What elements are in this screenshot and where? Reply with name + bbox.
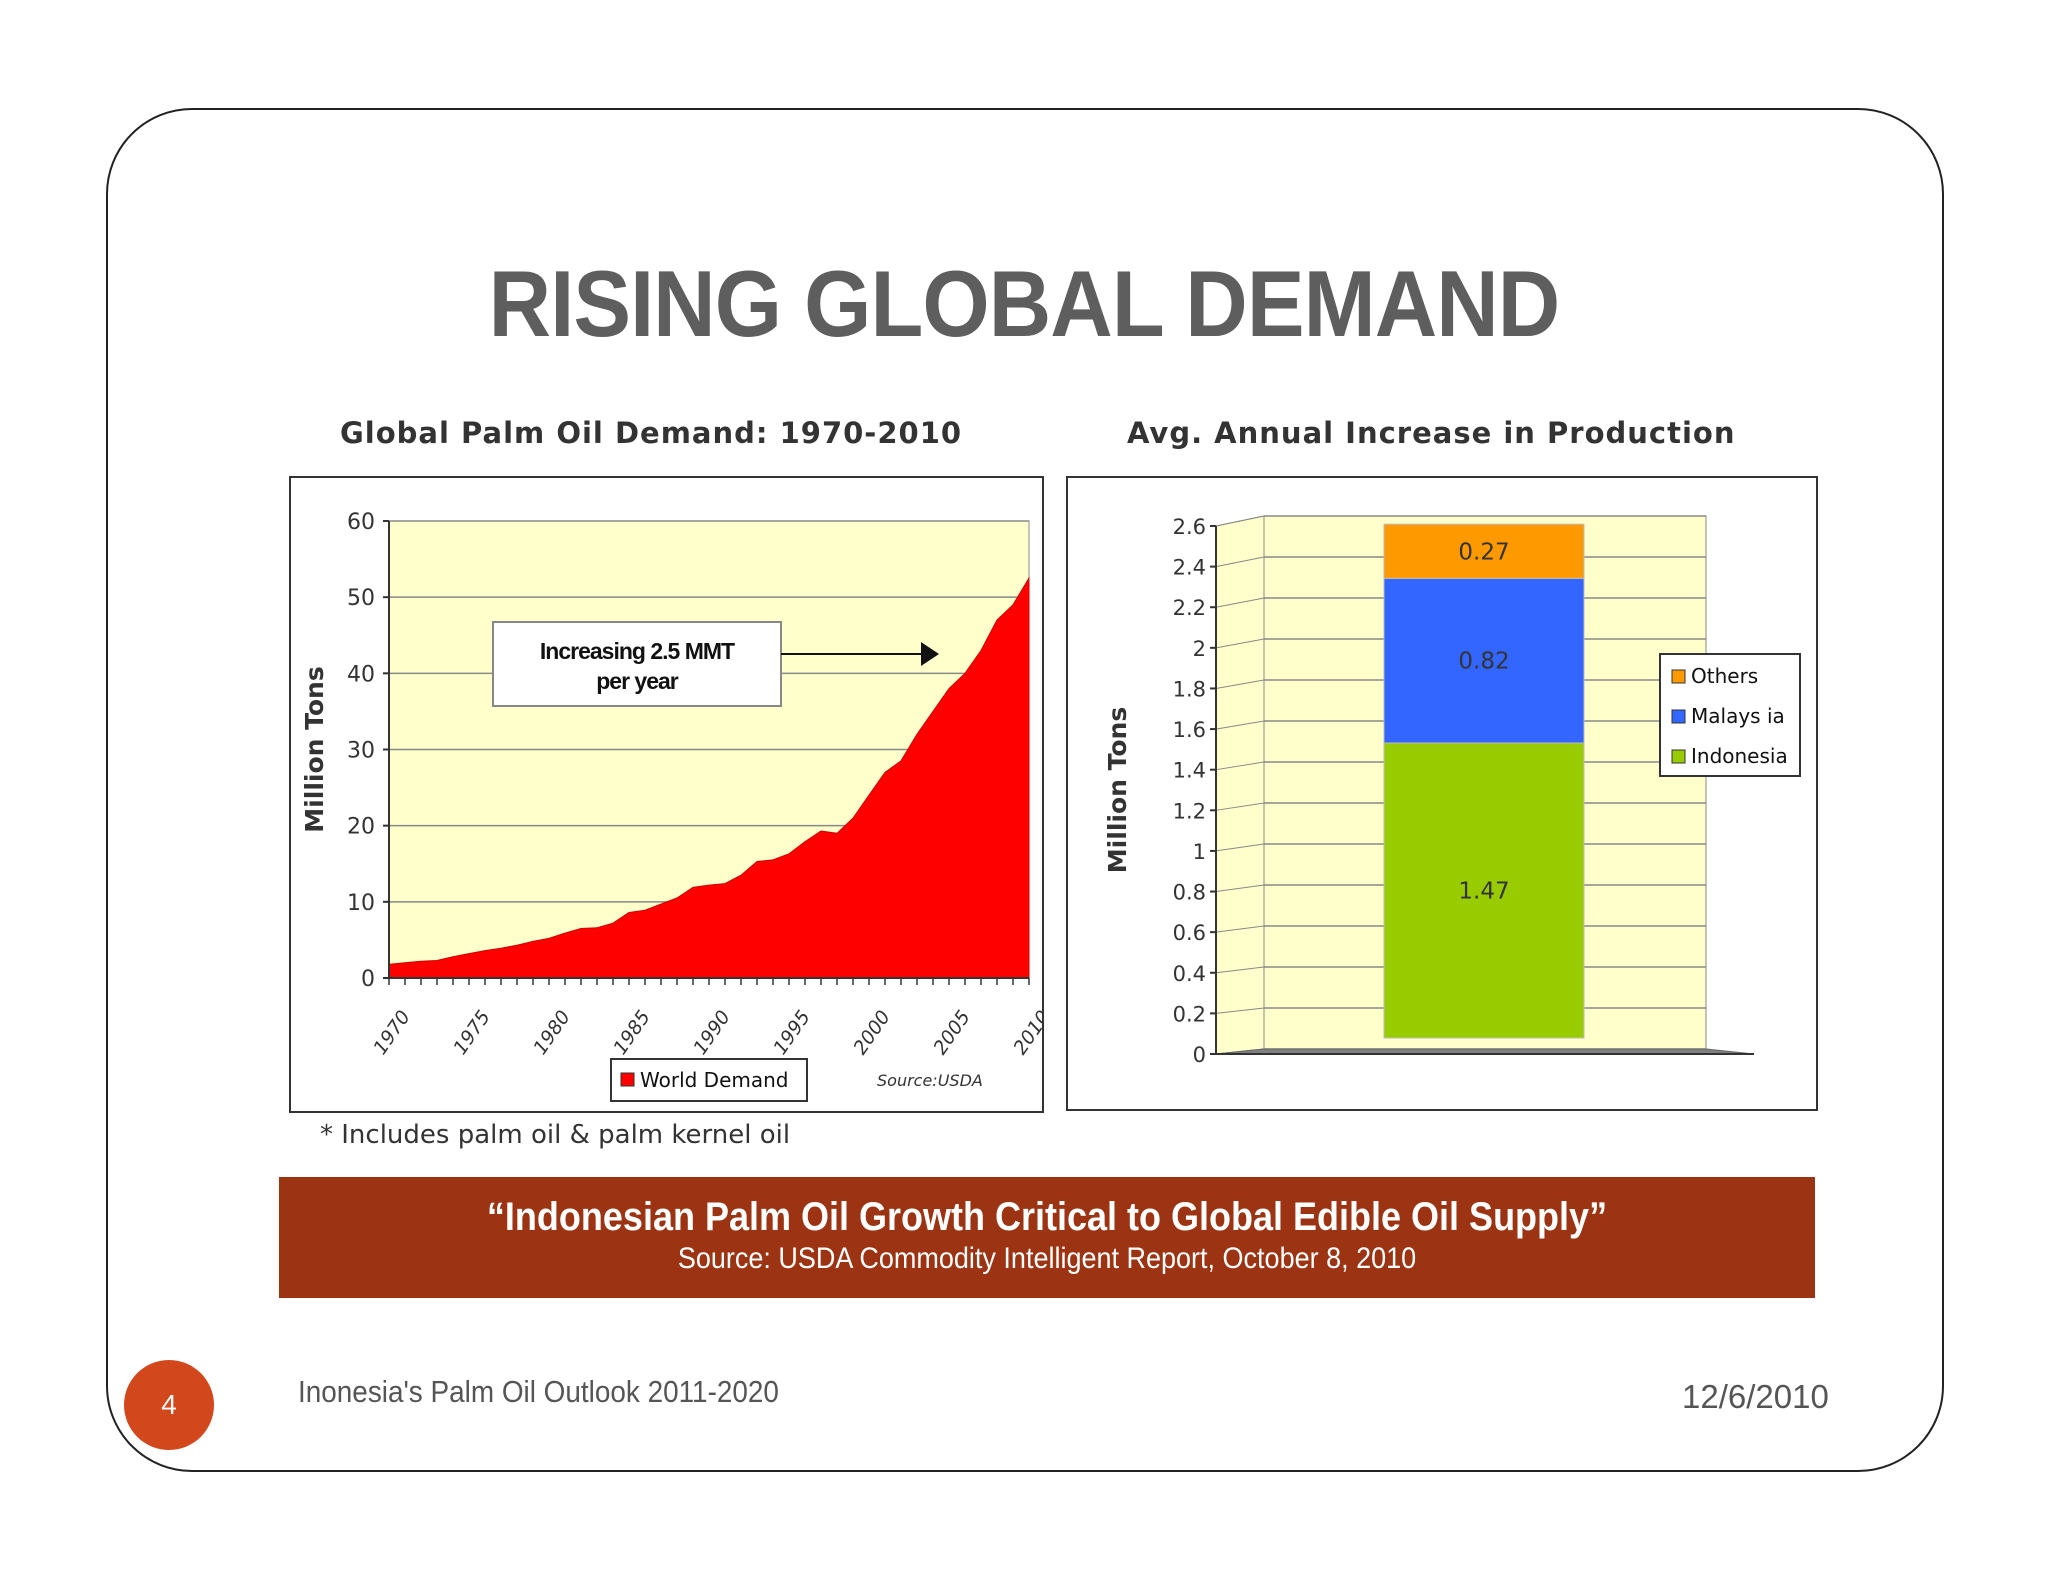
y-tick-label: 2.2 (1173, 596, 1206, 620)
footnote: * Includes palm oil & palm kernel oil (320, 1120, 791, 1150)
y-tick-label: 2.6 (1173, 515, 1206, 539)
side-gridline (1215, 884, 1265, 893)
legend-label-indonesia: Indonesia (1691, 744, 1788, 768)
side-wall (1215, 515, 1265, 1055)
banner-quote: “Indonesian Palm Oil Growth Critical to … (486, 1195, 1608, 1239)
y-tick-label: 0.4 (1173, 962, 1206, 986)
bar-segment-others (1383, 523, 1585, 579)
y-tick-label: 2.4 (1173, 556, 1206, 580)
side-gridline (1215, 679, 1265, 689)
y-tick-label: 60 (347, 510, 375, 535)
bar-segment-indonesia (1383, 742, 1585, 1039)
data-label-others: 0.27 (1458, 539, 1509, 565)
side-gridline (1215, 556, 1265, 568)
y-tick-label: 1.4 (1173, 759, 1206, 783)
side-gridline (1215, 638, 1265, 649)
annotation-box (492, 621, 782, 707)
side-gridline (1215, 843, 1265, 852)
legend-swatch-others (1671, 669, 1686, 684)
y-tick-label: 1.8 (1173, 677, 1206, 701)
legend-label-others: Others (1691, 664, 1758, 688)
y-tick-label: 30 (347, 739, 375, 764)
footer-presentation-title: Inonesia's Palm Oil Outlook 2011-2020 (298, 1374, 779, 1409)
y-tick-label: 1 (1193, 840, 1206, 864)
y-tick-label: 2 (1193, 637, 1206, 661)
legend-label-malaysia: Malays ia (1691, 704, 1785, 728)
side-gridline (1215, 1007, 1265, 1014)
production-chart-title: Avg. Annual Increase in Production (1127, 416, 1736, 450)
data-label-malaysia: 0.82 (1458, 649, 1509, 675)
page-number-badge: 4 (124, 1360, 214, 1450)
y-tick-label: 1.2 (1173, 799, 1206, 823)
legend-swatch-indonesia (1671, 749, 1686, 764)
data-label-indonesia: 1.47 (1458, 878, 1509, 904)
quote-banner: “Indonesian Palm Oil Growth Critical to … (279, 1177, 1815, 1298)
y-tick-label: 0.8 (1173, 881, 1206, 905)
y-tick-label: 0.2 (1173, 1002, 1206, 1026)
side-gridline (1215, 966, 1265, 974)
y-axis-label: Million Tons (300, 666, 329, 832)
side-gridline (1215, 802, 1265, 811)
footer-date: 12/6/2010 (1682, 1378, 1829, 1415)
side-gridline (1215, 761, 1265, 771)
legend-swatch-malaysia (1671, 709, 1686, 724)
annotation-line-1: Increasing 2.5 MMT (540, 638, 735, 664)
world-demand-area (388, 576, 1030, 979)
y-tick-label: 10 (347, 891, 375, 916)
y-tick-label: 1.6 (1173, 718, 1206, 742)
side-gridline (1215, 925, 1265, 933)
legend-label-world-demand: World Demand (640, 1068, 789, 1092)
y-tick-label: 20 (347, 815, 375, 840)
legend-box (610, 1058, 808, 1102)
y-tick-label: 0 (1193, 1043, 1206, 1067)
side-gridline (1215, 515, 1265, 527)
annotation-arrow-head (921, 642, 939, 666)
annotation-line-2: per year (596, 668, 679, 694)
banner-source: Source: USDA Commodity Intelligent Repor… (677, 1242, 1417, 1275)
y-tick-label: 0.6 (1173, 921, 1206, 945)
side-gridline (1215, 597, 1265, 608)
source-note: Source:USDA (877, 1071, 983, 1090)
legend-swatch-world-demand (620, 1072, 635, 1087)
side-gridline (1215, 720, 1265, 730)
slide-title: RISING GLOBAL DEMAND (488, 251, 1561, 356)
demand-chart-title: Global Palm Oil Demand: 1970-2010 (340, 416, 963, 450)
production-stacked-bar-chart: 0 0.2 0.4 0.6 0.8 1 1.2 1.4 1.6 1.8 2 2.2 2.4 2.6 1.47… (1066, 476, 1818, 1111)
y-tick-label: 50 (347, 586, 375, 611)
y-tick-label: 40 (347, 662, 375, 687)
y-tick-label: 0 (361, 967, 375, 992)
y-axis-label: Million Tons (1103, 707, 1132, 873)
